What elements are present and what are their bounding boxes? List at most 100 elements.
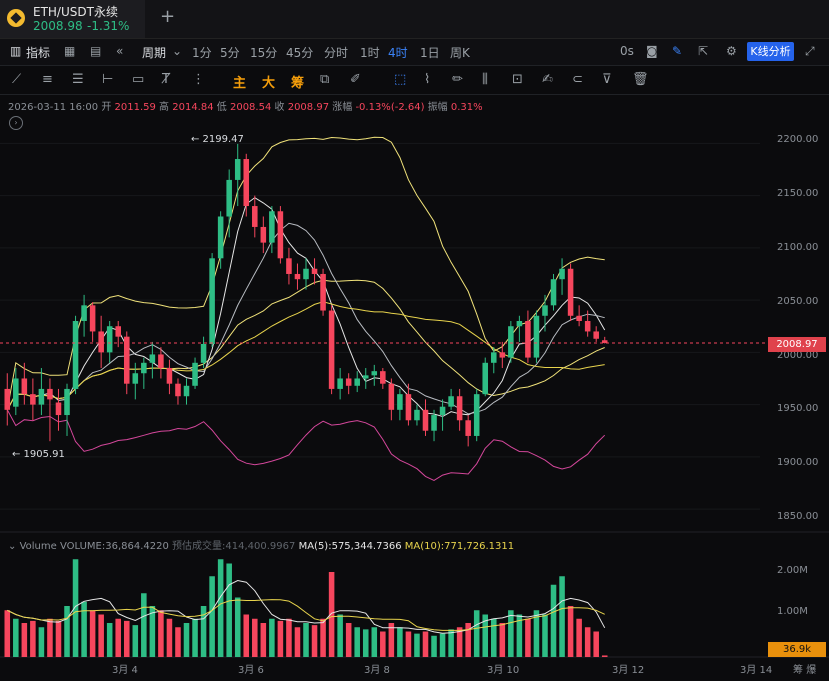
pen-icon[interactable]: ✎ xyxy=(672,44,683,58)
volume-bar xyxy=(243,614,250,657)
horizontal-ray-icon[interactable]: ⊢ xyxy=(102,72,114,87)
rewind-icon[interactable]: « xyxy=(116,44,124,58)
ruler-icon[interactable]: ⌇ xyxy=(424,72,431,87)
volume-bar xyxy=(141,593,147,657)
volume-bar xyxy=(584,627,591,657)
pattern-icon[interactable]: ⧉ xyxy=(320,72,330,87)
volume-bar xyxy=(13,618,19,657)
volume-bar xyxy=(380,631,386,657)
bollinger-lower-line xyxy=(6,409,606,481)
add-tab-button[interactable]: + xyxy=(160,6,176,27)
info-datetime: 2026-03-11 16:00 xyxy=(8,102,99,113)
info-high-label: 高 xyxy=(159,102,170,113)
candle-body xyxy=(362,375,369,379)
candles-icon[interactable]: ⫼ xyxy=(482,72,488,87)
interval-1h[interactable]: 1时 xyxy=(360,46,380,60)
candle-body xyxy=(30,394,36,405)
brush-icon[interactable]: ✐ xyxy=(350,72,361,87)
parallel-lines-icon[interactable]: ≡ xyxy=(42,72,53,87)
info-chg: -0.13%(-2.64) xyxy=(355,102,425,113)
calendar-icon[interactable]: ▦ xyxy=(64,44,76,58)
interval-week[interactable]: 周K xyxy=(450,46,470,60)
candle-body xyxy=(533,315,540,358)
chips-toggle[interactable]: 筹 xyxy=(793,665,803,676)
candle-body xyxy=(388,383,395,410)
interval-1d[interactable]: 1日 xyxy=(420,46,440,60)
current-volume-tag: 36.9k xyxy=(768,642,826,657)
candle-body xyxy=(576,315,582,321)
camera-icon[interactable]: ◙ xyxy=(646,44,658,58)
volume-bar xyxy=(542,614,548,657)
collapse-volume-icon[interactable]: ⌄ xyxy=(8,541,17,552)
kline-analysis-button[interactable]: K线分析 xyxy=(747,42,794,61)
volume-bar xyxy=(593,631,599,657)
interval-timeshare[interactable]: 分时 xyxy=(324,46,349,60)
trendline-icon[interactable]: ⟋ xyxy=(12,72,22,87)
horizontal-lines-icon[interactable]: ☰ xyxy=(72,72,84,87)
volume-bar xyxy=(422,631,429,657)
volume-bar xyxy=(175,627,181,657)
layout-icon[interactable]: ▤ xyxy=(90,44,102,58)
candle-body xyxy=(106,326,113,353)
burst-toggle[interactable]: 爆 xyxy=(806,665,817,676)
volume-bar xyxy=(98,614,104,657)
cursor-icon[interactable]: ⬚ xyxy=(394,72,407,87)
candle-body xyxy=(38,388,45,405)
volume-bar xyxy=(260,623,267,657)
info-low: 2008.54 xyxy=(229,102,272,113)
volume-bar xyxy=(286,618,292,657)
highlighter-icon[interactable]: ✏ xyxy=(452,72,463,87)
indicators-button[interactable]: 指标 xyxy=(26,46,51,60)
volume-bar xyxy=(149,606,156,657)
interval-15m[interactable]: 15分 xyxy=(250,46,278,60)
period-button[interactable]: 周期 xyxy=(142,46,167,60)
price-axis-label: 1950.00 xyxy=(777,403,819,414)
volume-bar xyxy=(166,618,173,657)
candle-body xyxy=(13,378,19,407)
interval-5m[interactable]: 5分 xyxy=(220,46,240,60)
volume-bar xyxy=(320,618,326,657)
text-tool-icon[interactable]: Ⱦ xyxy=(162,72,170,87)
volume-bar xyxy=(55,620,62,657)
chips-button[interactable]: 筹 xyxy=(291,76,305,91)
volume-bar xyxy=(72,559,79,657)
volume-bar xyxy=(456,627,463,657)
candle-body xyxy=(593,331,599,339)
fibonacci-icon[interactable]: ⋮ xyxy=(192,72,205,87)
expand-icon[interactable]: ⤢ xyxy=(805,44,815,58)
ma10-line xyxy=(6,222,605,415)
interval-4h[interactable]: 4时 xyxy=(388,46,408,60)
candle-body xyxy=(209,258,215,344)
volume-bar xyxy=(362,629,369,657)
main-force-button[interactable]: 主 xyxy=(233,76,247,91)
filter-icon[interactable]: ⊽ xyxy=(602,72,612,87)
x-axis-label: 3月 10 xyxy=(487,665,520,676)
trash-icon[interactable]: 🗑 xyxy=(632,72,649,87)
interval-45m[interactable]: 45分 xyxy=(286,46,314,60)
share-icon[interactable]: ⇱ xyxy=(698,44,709,58)
volume-value: VOLUME:36,864.4220 xyxy=(59,541,169,552)
x-axis-label: 3月 6 xyxy=(238,665,264,676)
volume-bar xyxy=(533,610,540,657)
candle-body xyxy=(345,378,352,386)
big-order-button[interactable]: 大 xyxy=(262,76,276,91)
lock-icon[interactable]: ⊡ xyxy=(512,72,523,87)
magnet-icon[interactable]: ⊂ xyxy=(572,72,583,87)
collapse-indicators-icon[interactable]: › xyxy=(9,116,23,130)
bottom-right-tools: 筹 爆 xyxy=(793,661,816,676)
candle-body xyxy=(456,396,463,421)
volume-bar xyxy=(525,618,531,657)
settings-icon[interactable]: ⚙ xyxy=(726,44,737,58)
note-icon[interactable]: ✍ xyxy=(542,72,553,87)
volume-bar xyxy=(439,633,446,657)
rectangle-icon[interactable]: ▭ xyxy=(132,72,145,87)
volume-bar xyxy=(405,631,412,657)
volume-bar xyxy=(516,614,523,657)
volume-bar xyxy=(123,620,130,657)
interval-1m[interactable]: 1分 xyxy=(192,46,212,60)
candle-body xyxy=(217,216,224,259)
chevron-down-icon[interactable]: ⌄ xyxy=(172,44,183,58)
low-annotation: ← 1905.91 xyxy=(12,449,65,460)
candle-body xyxy=(269,211,275,243)
